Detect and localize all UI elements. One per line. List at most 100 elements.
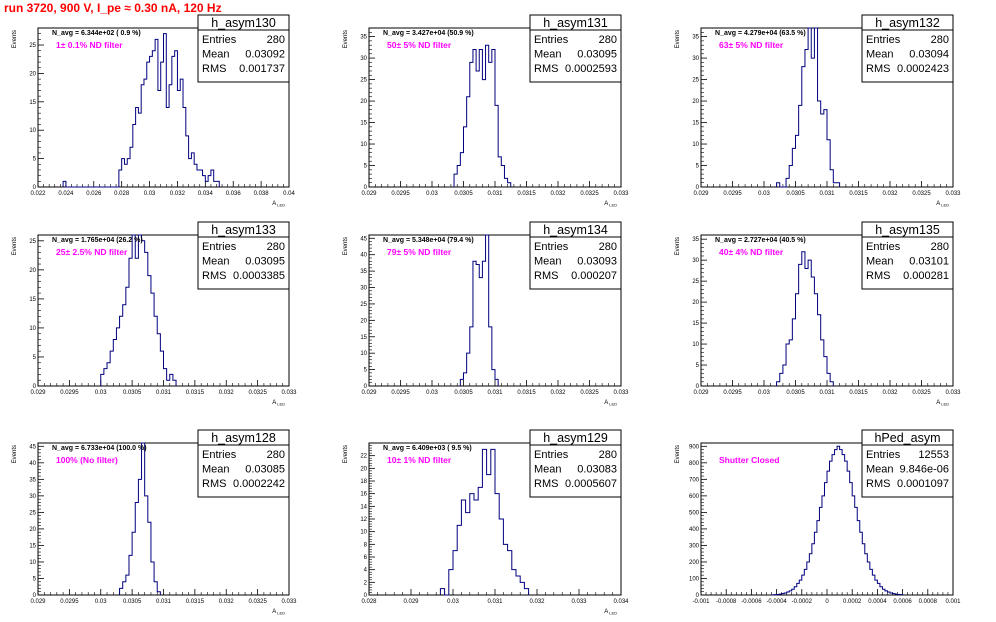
stats-value: 0.000207 [571,270,617,282]
histogram-bin [830,461,833,595]
histogram-bin [845,461,848,595]
y-axis-title: Events [675,237,681,255]
x-tick-label: 0.0325 [912,390,931,396]
histogram-bin [811,58,814,187]
histogram-bin [842,455,845,595]
x-axis-title: ALED [272,400,285,407]
x-axis-title-main: A [272,201,276,207]
x-tick-label: 0.0295 [391,390,410,396]
histogram-bin [461,500,465,595]
stats-label: Entries [202,449,237,461]
stats-value: 0.0001097 [897,478,949,490]
histogram-bin [189,159,192,187]
y-axis-title: Events [343,30,349,48]
y-tick-label: 25 [692,78,699,84]
histogram-bin [821,114,824,187]
stats-label: Entries [202,241,237,253]
histogram-bin [789,340,792,386]
stats-value: 0.0003385 [233,270,285,282]
histogram-bin [478,487,482,595]
y-tick-label: 35 [692,237,699,243]
x-tick-label: 0.0315 [517,390,536,396]
x-axis-title-sub: LED [941,203,949,208]
y-tick-label: 5 [33,157,37,163]
histogram-bin [835,450,838,595]
x-tick-label: 0.034 [198,191,214,197]
histogram-pad-hPed_asym: -0.001 -0.0008 -0.0006 -0.0004 -0.0002 0 0.000… [675,429,961,605]
stats-label: Entries [534,34,569,46]
histogram-bin [837,446,840,595]
x-tick-label: 0.028 [114,191,130,197]
histogram-pad-h_asym131: 0.029 0.0295 0.03 0.0305 0.031 0.0315 0.032 0.0… [343,14,629,208]
x-tick-label: 0.0305 [123,390,142,396]
y-tick-label: 2 [364,580,368,586]
x-tick-label: 0.031 [819,191,835,197]
y-tick-label: 0 [696,384,700,390]
y-tick-label: 25 [29,510,36,516]
histogram-bin [503,544,507,595]
x-tick-label: 0.0305 [786,191,805,197]
stats-title: h_asym128 [211,431,276,445]
histogram-line [776,27,841,188]
x-tick-label: 0.0004 [868,599,887,605]
x-tick-label: 0.032 [219,599,235,605]
histogram-pad-h_asym129: 0.028 0.029 0.03 0.031 0.032 0.033 0.034 0 2 4 6 8 1… [343,429,629,616]
histogram-bin [852,496,855,595]
stats-value: 280 [599,449,617,461]
x-axis-title: ALED [604,609,617,616]
stats-value: 280 [599,34,617,46]
x-tick-label: 0.032 [219,390,235,396]
x-axis-title: ALED [272,609,285,616]
x-axis-title-main: A [604,201,608,207]
y-tick-label: 14 [360,504,367,510]
histogram-pad-h_asym133: 0.029 0.0295 0.03 0.0305 0.031 0.0315 0.032 0.0… [12,221,297,407]
stats-label: Entries [202,34,237,46]
histogram-bin [166,108,169,188]
x-tick-label: 0.029 [30,599,46,605]
filter-label: 1± 0.1% ND filter [56,40,123,50]
y-tick-label: 40 [360,253,367,259]
histogram-bin [833,183,836,187]
y-tick-label: 20 [360,318,367,324]
y-tick-label: 15 [29,100,36,106]
stats-label: Mean [202,464,230,476]
x-tick-label: 0.03 [144,191,156,197]
navg-label: N_avg = 6.733e+04 (100.0 %) [52,445,147,452]
x-tick-label: 0 [825,599,829,605]
y-tick-label: 15 [360,121,367,127]
x-tick-label: 0.0006 [893,599,912,605]
histogram-bin [476,71,479,187]
y-tick-label: 10 [692,342,699,348]
x-axis-title: ALED [604,201,617,208]
x-tick-label: -0.0004 [766,599,787,605]
x-tick-label: 0.0002 [843,599,862,605]
x-tick-label: 0.033 [613,191,629,197]
histogram-pad-h_asym135: 0.029 0.0295 0.03 0.0305 0.031 0.0315 0.032 0.0… [675,221,961,407]
histogram-line [100,234,177,386]
stats-label: RMS [534,270,558,282]
y-tick-label: 20 [29,527,36,533]
x-tick-label: 0.0305 [454,191,473,197]
y-tick-label: 0 [33,593,37,599]
x-tick-label: 0.0295 [60,599,79,605]
x-tick-label: 0.028 [361,599,377,605]
run-title: run 3720, 900 V, I_pe ≈ 0.30 nA, 120 Hz [4,1,222,15]
stats-title: h_asym132 [875,16,940,30]
y-tick-label: 12 [360,517,367,523]
x-axis-title-sub: LED [609,203,617,208]
stats-label: Mean [534,49,562,61]
histogram-bin [124,164,127,187]
histogram-bin [489,62,492,187]
histogram-bin [832,455,835,595]
stats-value: 0.001737 [239,63,285,75]
y-tick-label: 0 [364,384,368,390]
histogram-bin [135,258,138,386]
histogram-bin [516,576,520,595]
histogram-bin [147,62,150,187]
stats-label: Entries [534,241,569,253]
stats-label: Entries [866,34,901,46]
y-tick-label: 45 [360,236,367,242]
x-axis-title-main: A [272,609,276,615]
x-tick-label: -0.0002 [792,599,813,605]
x-tick-label: 0.032 [550,191,566,197]
